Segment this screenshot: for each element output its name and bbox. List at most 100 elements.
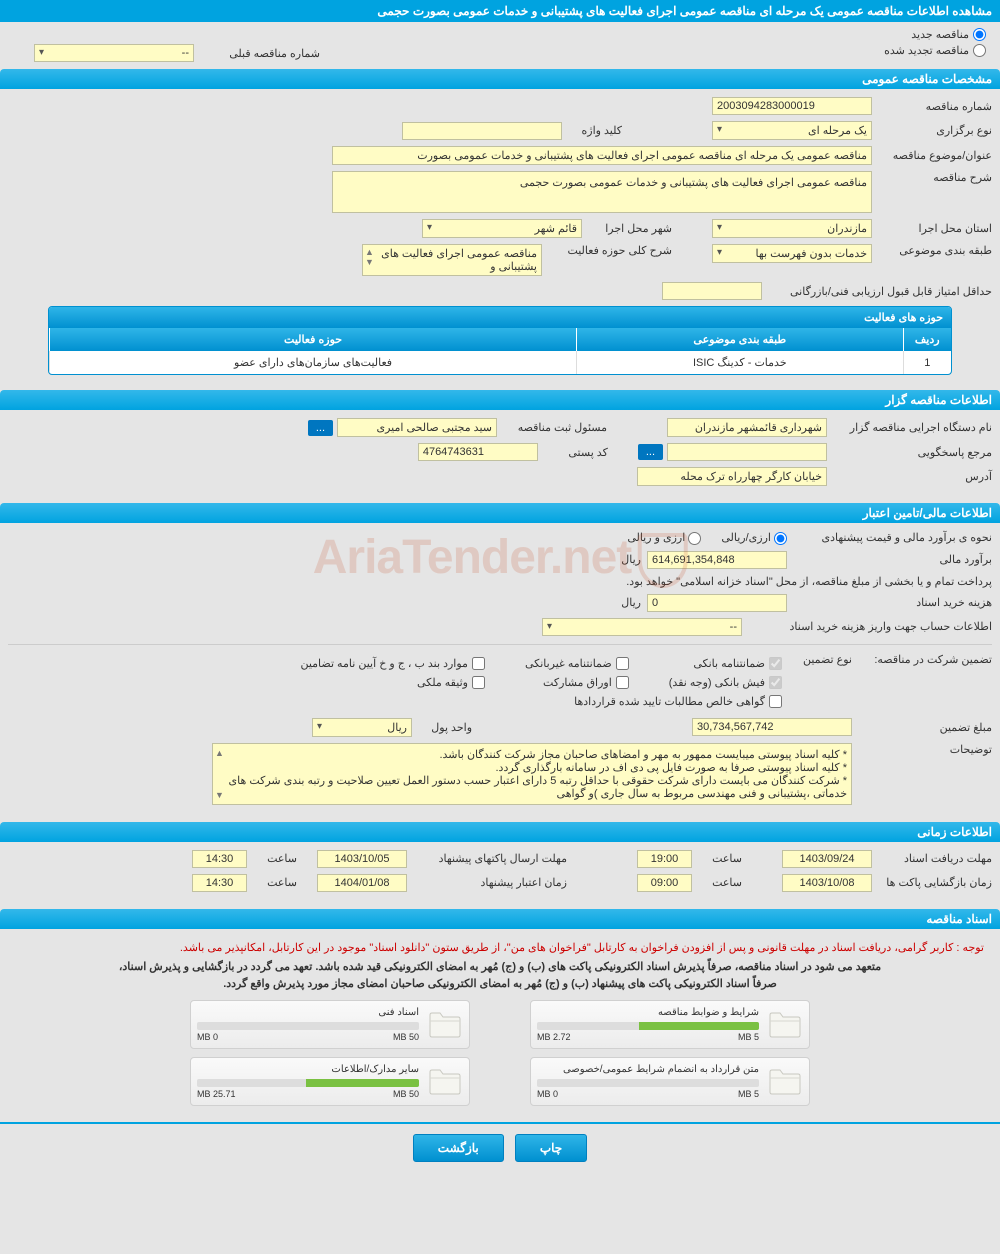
th-row: ردیف — [903, 328, 951, 351]
attach-title: متن قرارداد به انضمام شرایط عمومی/خصوصی — [537, 1064, 759, 1075]
attach-total: 50 MB — [393, 1032, 419, 1042]
province-label: استان محل اجرا — [872, 222, 992, 235]
notes-label: توضیحات — [852, 743, 992, 756]
attach-box[interactable]: اسناد فنی50 MB0 MB — [190, 1000, 470, 1049]
attach-total: 5 MB — [738, 1089, 759, 1099]
radio-renewed-tender[interactable]: مناقصه تجدید شده — [884, 44, 986, 57]
radio-new-tender[interactable]: مناقصه جدید — [911, 28, 986, 41]
progress-bar — [197, 1022, 419, 1030]
exec-name-field: شهرداری قائمشهر مازندران — [667, 418, 827, 437]
doc-cost-field: 0 — [647, 594, 787, 612]
keyword-field[interactable] — [402, 122, 562, 140]
activity-scope-text: مناقصه عمومی اجرای فعالیت های پشتیبانی و — [381, 248, 537, 273]
desc-label: شرح مناقصه — [872, 171, 992, 184]
prev-number-select[interactable]: -- — [34, 44, 194, 62]
time-label-3: ساعت — [692, 876, 742, 889]
proposal-send-time: 14:30 — [192, 850, 247, 868]
radio-rial-label: ارزی/ریالی — [721, 532, 771, 544]
category-label: طبقه بندی موضوعی — [872, 244, 992, 257]
reference-label: مرجع پاسخگویی — [827, 446, 992, 459]
radio-both-label: ارزی و ریالی — [627, 532, 685, 544]
chk-items-b-label: موارد بند ب ، ج و خ آیین نامه تضامین — [300, 657, 467, 670]
guarantee-checkboxes: ضمانتنامه بانکی ضمانتنامه غیربانکی موارد… — [300, 653, 782, 712]
tender-no-field: 2003094283000019 — [712, 97, 872, 115]
section-general-header: مشخصات مناقصه عمومی — [0, 69, 1000, 89]
chk-bonds[interactable]: اوراق مشارکت — [525, 676, 629, 689]
address-label: آدرس — [827, 470, 992, 483]
doc-receive-time: 19:00 — [637, 850, 692, 868]
attach-total: 5 MB — [738, 1032, 759, 1042]
chk-bank-guarantee[interactable]: ضمانتنامه بانکی — [669, 657, 782, 670]
province-select[interactable]: مازندران — [712, 219, 872, 238]
section-organizer-header: اطلاعات مناقصه گزار — [0, 390, 1000, 410]
account-select[interactable]: -- — [542, 618, 742, 636]
desc-field: مناقصه عمومی اجرای فعالیت های پشتیبانی و… — [332, 171, 872, 213]
chk-net-label: گواهی خالص مطالبات تایید شده قراردادها — [574, 695, 765, 708]
estimate-label: برآورد مالی — [787, 553, 992, 566]
exec-name-label: نام دستگاه اجرایی مناقصه گزار — [827, 421, 992, 434]
print-button[interactable]: چاپ — [515, 1134, 587, 1162]
doc-cost-unit: ریال — [621, 596, 641, 609]
reference-more-button[interactable]: ... — [638, 444, 663, 460]
opening-date: 1403/10/08 — [782, 874, 872, 892]
subject-label: عنوان/موضوع مناقصه — [872, 149, 992, 162]
subject-field: مناقصه عمومی یک مرحله ای مناقصه عمومی اج… — [332, 146, 872, 165]
attach-box[interactable]: سایر مدارک/اطلاعات50 MB25.71 MB — [190, 1057, 470, 1106]
reference-field — [667, 443, 827, 461]
progress-bar — [537, 1022, 759, 1030]
notes-field[interactable]: * کلیه اسناد پیوستی میبایست ممهور به مهر… — [212, 743, 852, 805]
prev-number-label: شماره مناقصه قبلی — [200, 47, 320, 60]
section-documents-header: اسناد مناقصه — [0, 909, 1000, 929]
account-label: اطلاعات حساب جهت واریز هزینه خرید اسناد — [742, 620, 992, 633]
holding-type-select[interactable]: یک مرحله ای — [712, 121, 872, 140]
min-score-field[interactable] — [662, 282, 762, 300]
tender-no-label: شماره مناقصه — [872, 100, 992, 113]
cell-category: خدمات - کدینگ ISIC — [577, 351, 903, 374]
postal-field: 4764743631 — [418, 443, 538, 461]
tender-type-radios: مناقصه جدید مناقصه تجدید شده شماره مناقص… — [0, 22, 1000, 66]
chk-pledge-label: وثیقه ملکی — [417, 676, 468, 689]
validity-time: 14:30 — [192, 874, 247, 892]
currency-unit-select[interactable]: ریال — [312, 718, 412, 737]
category-select[interactable]: خدمات بدون فهرست بها — [712, 244, 872, 263]
validity-date: 1404/01/08 — [317, 874, 407, 892]
estimate-unit: ریال — [621, 553, 641, 566]
time-label-4: ساعت — [247, 876, 297, 889]
chk-bonds-label: اوراق مشارکت — [543, 676, 612, 689]
chk-nonbank-guarantee[interactable]: ضمانتنامه غیربانکی — [525, 657, 629, 670]
chk-pledge[interactable]: وثیقه ملکی — [300, 676, 484, 689]
guarantee-label: تضمین شرکت در مناقصه: — [852, 653, 992, 666]
city-select[interactable]: قائم شهر — [422, 219, 582, 238]
th-category: طبقه بندی موضوعی — [577, 328, 903, 351]
attach-row-2: متن قرارداد به انضمام شرایط عمومی/خصوصی 5… — [8, 1057, 992, 1106]
postal-label: کد پستی — [538, 446, 608, 459]
keyword-label: کلید واژه — [562, 124, 622, 137]
attach-title: سایر مدارک/اطلاعات — [197, 1064, 419, 1075]
attach-used: 2.72 MB — [537, 1032, 571, 1042]
attach-box[interactable]: متن قرارداد به انضمام شرایط عمومی/خصوصی 5… — [530, 1057, 810, 1106]
registrar-more-button[interactable]: ... — [308, 420, 333, 436]
radio-rial[interactable]: ارزی/ریالی — [721, 531, 787, 545]
chk-bank-receipt[interactable]: فیش بانکی (وجه نقد) — [669, 676, 782, 689]
opening-label: زمان بازگشایی پاکت ها — [872, 876, 992, 889]
attach-used: 25.71 MB — [197, 1089, 236, 1099]
progress-bar — [197, 1079, 419, 1087]
attach-box[interactable]: شرایط و ضوابط مناقصه5 MB2.72 MB — [530, 1000, 810, 1049]
chk-items-b[interactable]: موارد بند ب ، ج و خ آیین نامه تضامین — [300, 657, 484, 670]
attach-used: 0 MB — [197, 1032, 218, 1042]
doc-receive-date: 1403/09/24 — [782, 850, 872, 868]
chk-nonbank-label: ضمانتنامه غیربانکی — [525, 657, 612, 670]
min-score-label: حداقل امتیاز قابل قبول ارزیابی فنی/بازرگ… — [762, 285, 992, 298]
section-timing-header: اطلاعات زمانی — [0, 822, 1000, 842]
chk-net-receivables[interactable]: گواهی خالص مطالبات تایید شده قراردادها — [300, 695, 782, 708]
registrar-field: سید مجتبی صالحی امیری — [337, 418, 497, 437]
back-button[interactable]: بازگشت — [413, 1134, 504, 1162]
currency-unit-label: واحد پول — [412, 721, 472, 734]
th-scope: حوزه فعالیت — [50, 328, 577, 351]
progress-bar — [537, 1079, 759, 1087]
estimate-field: 614,691,354,848 — [647, 551, 787, 569]
treasury-note: پرداخت تمام و یا بخشی از مبلغ مناقصه، از… — [626, 575, 992, 588]
radio-both[interactable]: ارزی و ریالی — [627, 531, 701, 545]
guarantee-type-label: نوع تضمین — [782, 653, 852, 666]
chk-bank-receipt-label: فیش بانکی (وجه نقد) — [669, 676, 765, 689]
